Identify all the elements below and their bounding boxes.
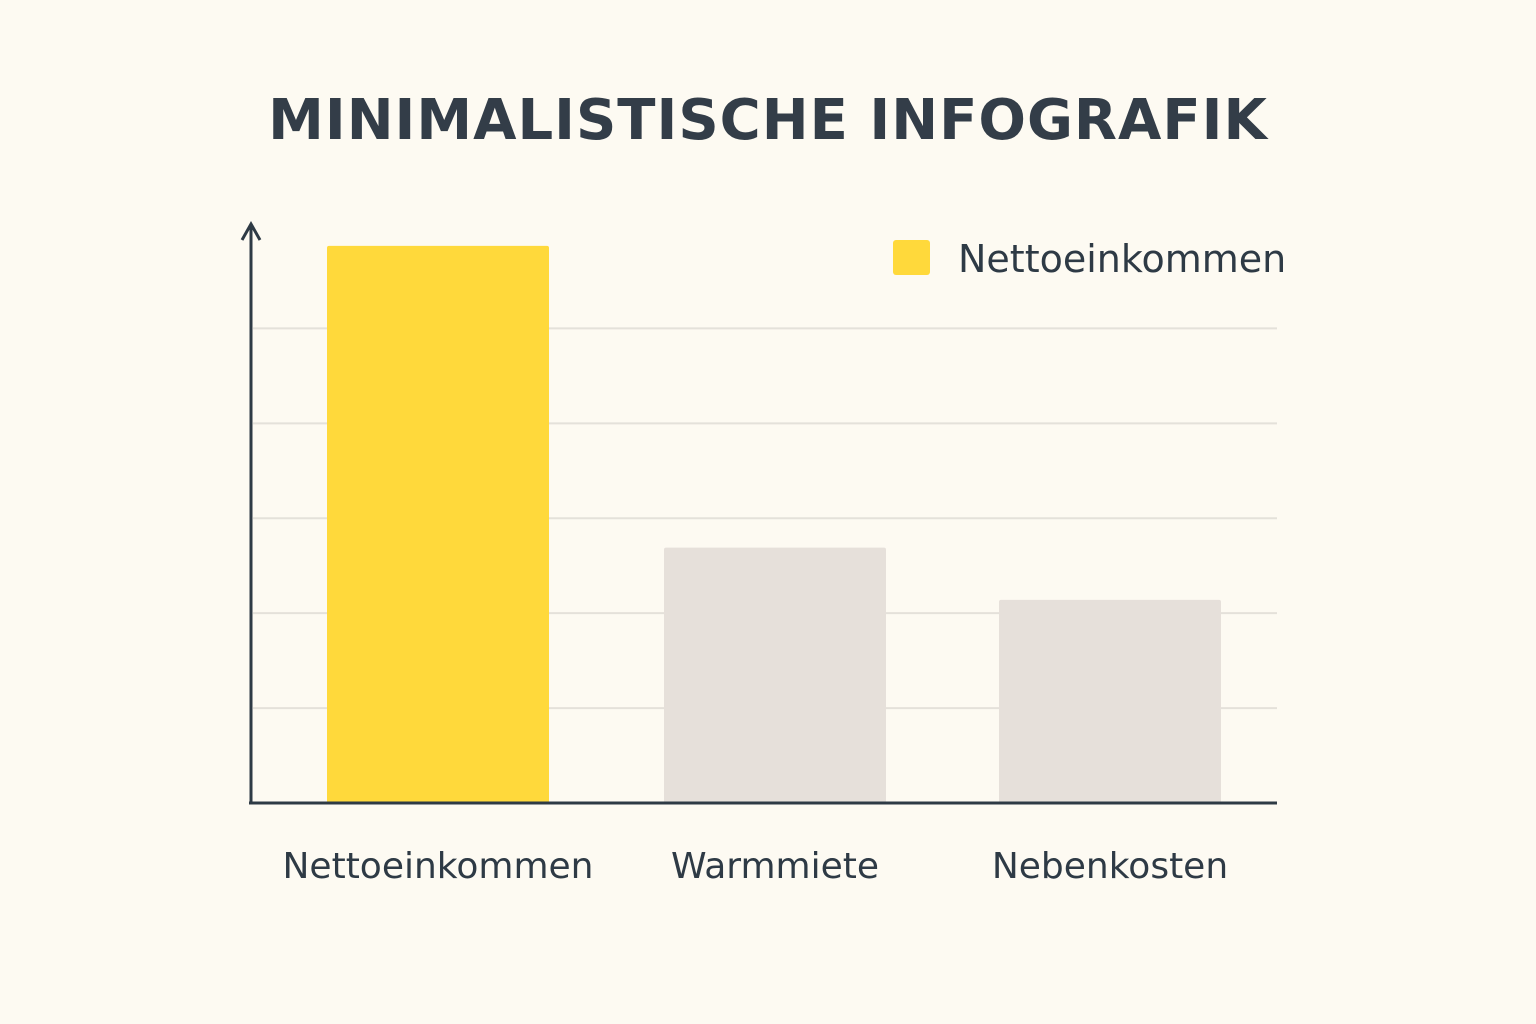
bar-nebenkosten — [999, 599, 1221, 803]
legend-swatch — [893, 240, 930, 275]
legend: Nettoeinkommen — [893, 237, 1286, 281]
legend-label: Nettoeinkommen — [958, 237, 1286, 281]
x-tick-label: Warmmiete — [671, 846, 879, 887]
bar-nettoeinkommen — [327, 245, 549, 803]
y-axis-arrow-icon — [240, 220, 262, 241]
bar-warmmiete — [664, 547, 886, 803]
x-tick-label: Nebenkosten — [992, 846, 1228, 887]
x-tick-label: Nettoeinkommen — [283, 846, 594, 887]
chart-title: MINIMALISTISCHE INFOGRAFIK — [268, 88, 1268, 153]
